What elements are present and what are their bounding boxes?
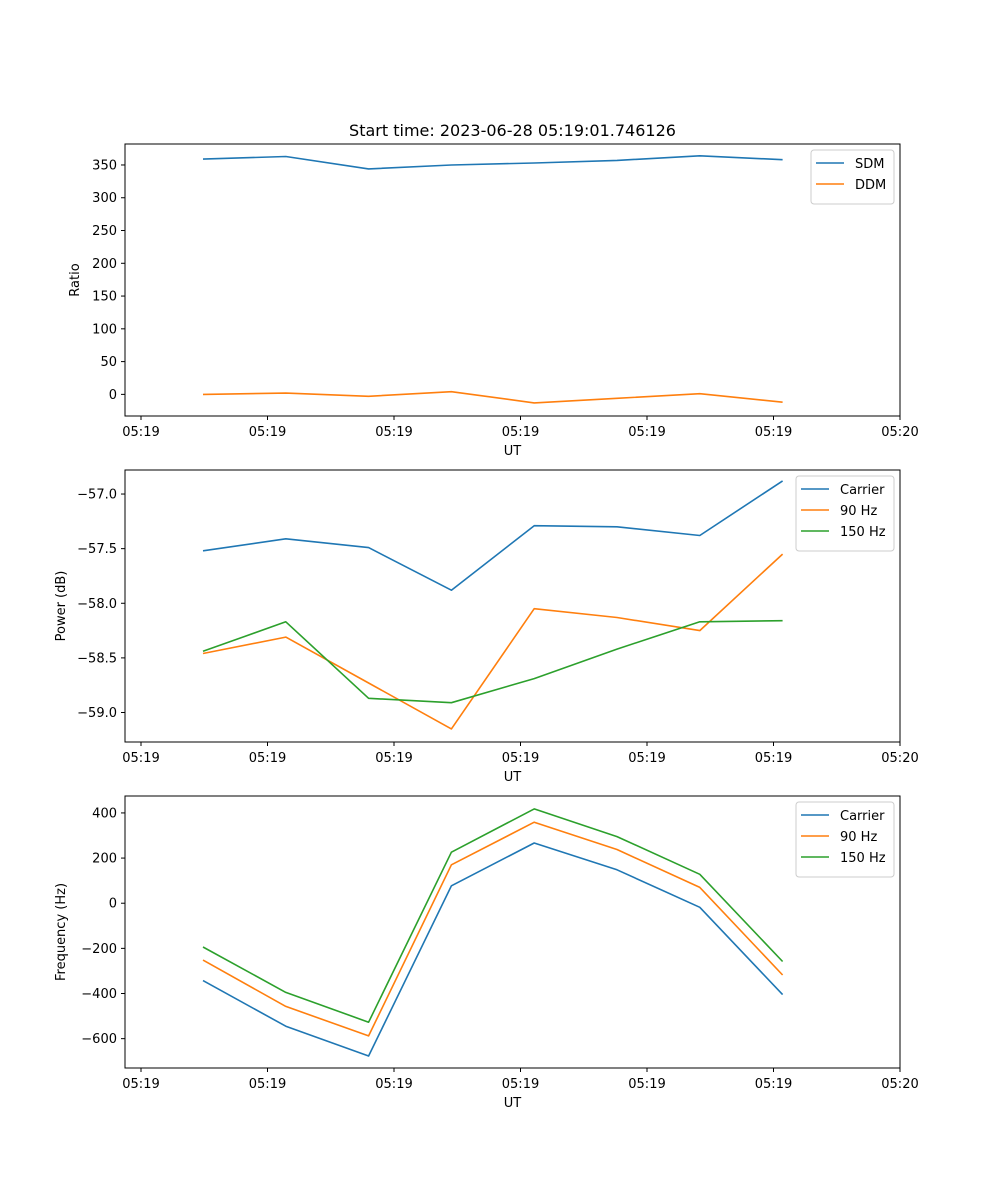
axes-frame <box>124 795 901 1069</box>
axes-frame <box>124 469 901 743</box>
panel-3: 05:19 05:19 05:19 05:19 05:19 05:19 05:20 −600 −… <box>54 795 919 1111</box>
y-tick-label: −58.0 <box>77 597 117 612</box>
x-tick-label: 05:19 <box>755 425 792 440</box>
y-tick-label: 100 <box>92 322 117 337</box>
x-tick-label: 05:19 <box>122 425 159 440</box>
series-line-90-hz <box>202 553 784 730</box>
x-tick-label: 05:19 <box>122 1077 159 1092</box>
legend-label: 150 Hz <box>840 851 886 866</box>
x-tick-label: 05:19 <box>628 751 665 766</box>
x-tick-label: 05:19 <box>249 1077 286 1092</box>
x-tick-label: 05:20 <box>881 751 918 766</box>
y-tick-label: 200 <box>92 257 117 272</box>
series-line-sdm <box>202 155 783 170</box>
x-tick-label: 05:20 <box>881 425 918 440</box>
y-axis-label: Power (dB) <box>54 571 69 642</box>
x-tick-label: 05:19 <box>249 425 286 440</box>
legend-box <box>795 475 895 552</box>
x-tick-label: 05:19 <box>628 425 665 440</box>
y-tick-label: −400 <box>81 987 117 1002</box>
panel-1: 05:19 05:19 05:19 05:19 05:19 05:19 05:20 0 50 10… <box>68 143 919 459</box>
legend-box <box>795 801 895 878</box>
y-tick-label: 50 <box>100 355 117 370</box>
chart-title: Start time: 2023-06-28 05:19:01.746126 <box>349 121 676 140</box>
series-line-carrier <box>202 842 784 1057</box>
legend: SDM DDM <box>810 149 895 205</box>
x-tick-label: 05:20 <box>881 1077 918 1092</box>
x-tick-label: 05:19 <box>502 751 539 766</box>
x-axis-label: UT <box>504 444 522 459</box>
y-tick-label: 200 <box>92 852 117 867</box>
x-tick-label: 05:19 <box>375 425 412 440</box>
plots: 05:19 05:19 05:19 05:19 05:19 05:19 05:20 0 50 10… <box>54 143 919 1111</box>
x-axis-label: UT <box>504 1096 522 1111</box>
y-tick-label: 0 <box>109 897 117 912</box>
y-tick-label: −57.5 <box>77 542 117 557</box>
y-tick-label: −58.5 <box>77 651 117 666</box>
x-tick-label: 05:19 <box>755 1077 792 1092</box>
y-tick-label: −200 <box>81 942 117 957</box>
axes-frame <box>124 143 901 417</box>
legend-label: Carrier <box>840 483 885 498</box>
y-tick-label: −59.0 <box>77 706 117 721</box>
y-axis-label: Frequency (Hz) <box>54 883 69 981</box>
legend-label: SDM <box>855 157 884 172</box>
y-tick-label: 0 <box>109 388 117 403</box>
series-line-90-hz <box>202 821 784 1037</box>
y-tick-label: −600 <box>81 1032 117 1047</box>
legend-label: 90 Hz <box>840 830 877 845</box>
x-tick-label: 05:19 <box>122 751 159 766</box>
series-line-carrier <box>202 480 784 592</box>
x-tick-label: 05:19 <box>502 425 539 440</box>
x-tick-label: 05:19 <box>628 1077 665 1092</box>
x-axis-label: UT <box>504 770 522 785</box>
series-line-150-hz <box>202 619 783 704</box>
y-tick-label: 150 <box>92 290 117 305</box>
legend: Carrier 90 Hz 150 Hz <box>795 475 895 552</box>
y-tick-label: 400 <box>92 806 117 821</box>
x-tick-label: 05:19 <box>502 1077 539 1092</box>
x-tick-label: 05:19 <box>375 751 412 766</box>
legend: Carrier 90 Hz 150 Hz <box>795 801 895 878</box>
panel-2: 05:19 05:19 05:19 05:19 05:19 05:19 05:20 −59.0… <box>54 469 919 785</box>
y-tick-label: 250 <box>92 224 117 239</box>
x-tick-label: 05:19 <box>249 751 286 766</box>
x-tick-label: 05:19 <box>375 1077 412 1092</box>
y-tick-label: 300 <box>92 191 117 206</box>
series-line-ddm <box>202 390 783 404</box>
y-axis-label: Ratio <box>68 263 83 296</box>
y-tick-label: −57.0 <box>77 488 117 503</box>
y-tick-label: 350 <box>92 158 117 173</box>
legend-label: DDM <box>855 178 886 193</box>
legend-label: Carrier <box>840 809 885 824</box>
x-tick-label: 05:19 <box>755 751 792 766</box>
legend-label: 150 Hz <box>840 525 886 540</box>
legend-label: 90 Hz <box>840 504 877 519</box>
series-line-150-hz <box>202 808 784 1024</box>
